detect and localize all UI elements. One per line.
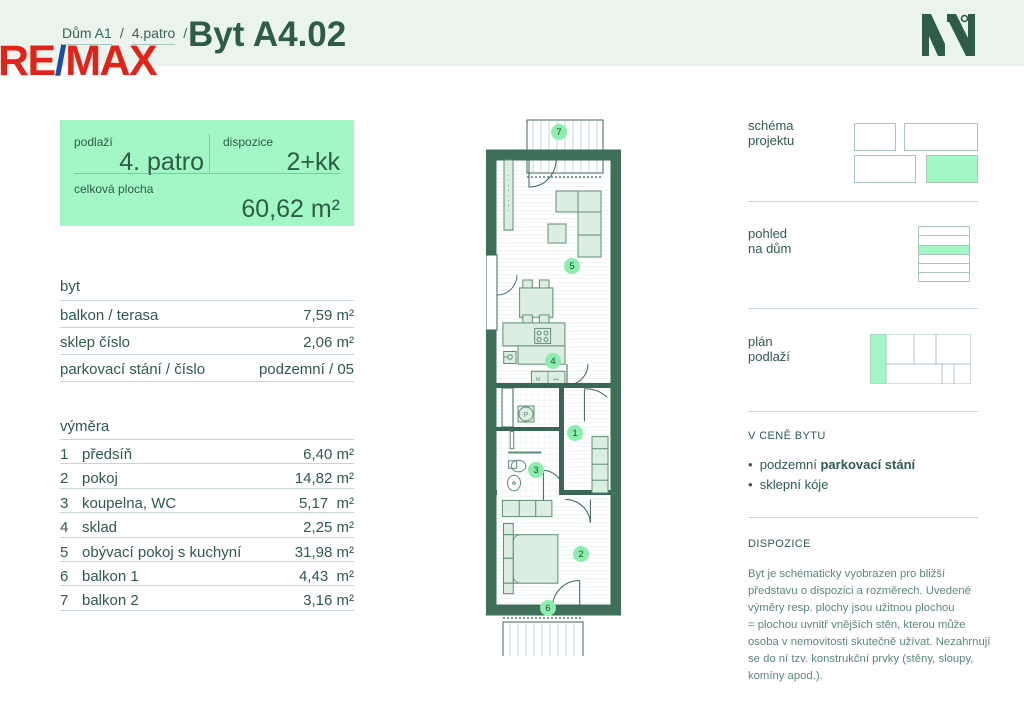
svg-text:P: P	[524, 412, 529, 419]
svg-text:4: 4	[550, 356, 555, 367]
svg-text:2: 2	[578, 549, 583, 560]
svg-text:1: 1	[572, 428, 577, 439]
svg-text:7: 7	[556, 127, 561, 138]
svg-text:5: 5	[569, 261, 574, 272]
svg-text:6: 6	[545, 603, 550, 614]
svg-text:3: 3	[533, 465, 538, 476]
svg-text:M: M	[536, 377, 540, 383]
svg-text:•••: •••	[553, 377, 559, 383]
